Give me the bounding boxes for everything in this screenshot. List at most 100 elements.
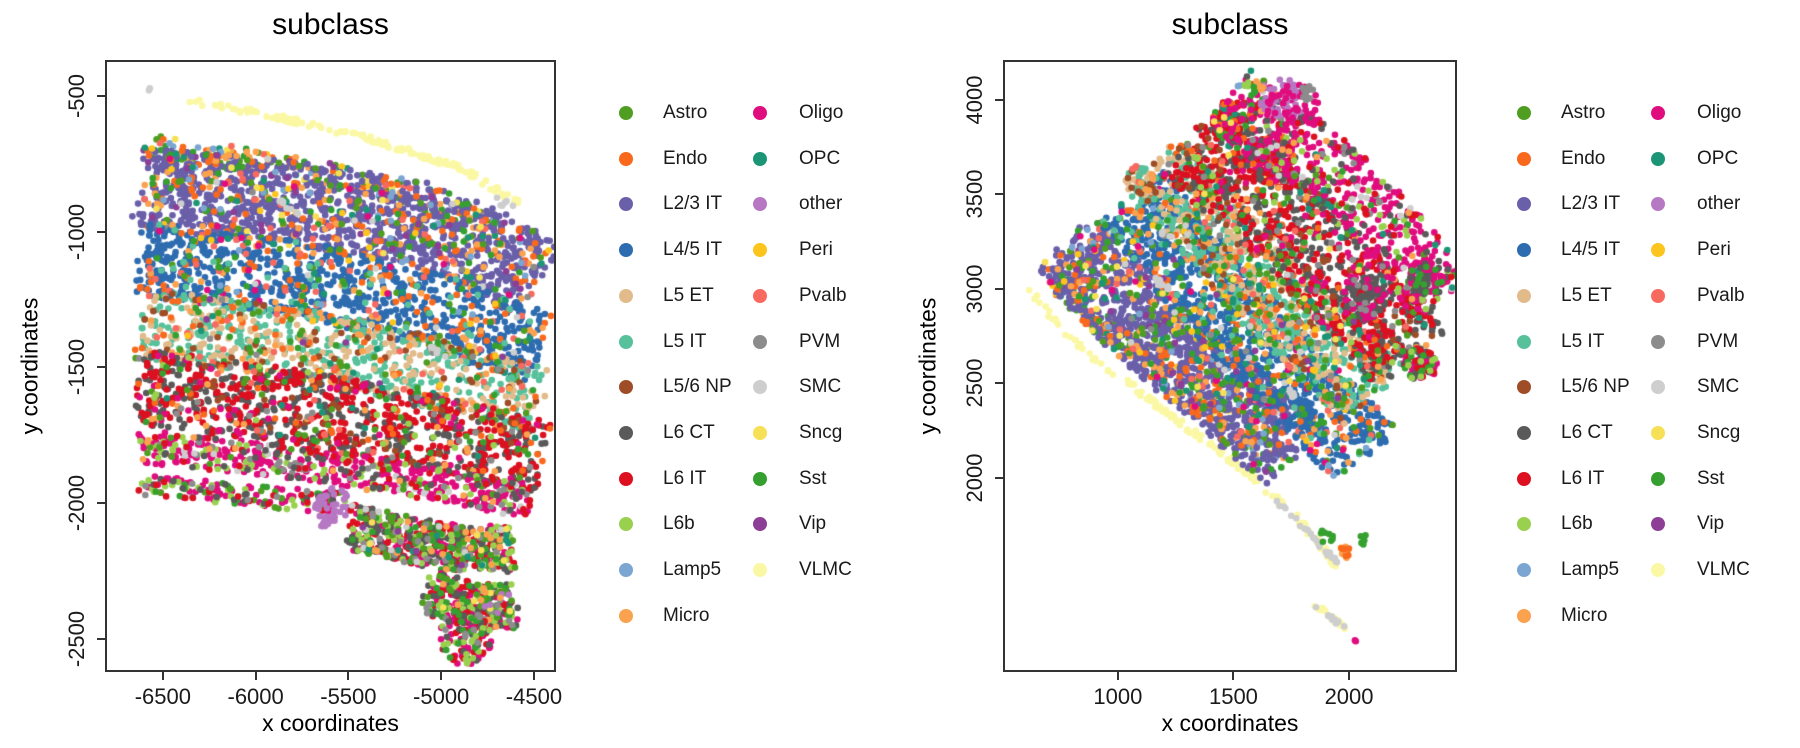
legend-dot-other <box>1651 197 1665 212</box>
x-tick-mark <box>347 672 350 680</box>
y-tick-mark <box>97 366 105 369</box>
legend-label-l4-5-it: L4/5 IT <box>1561 239 1621 261</box>
x-tick-label: 1000 <box>1093 684 1143 709</box>
legend-dot-endo <box>619 151 633 166</box>
y-tick-mark <box>995 193 1003 196</box>
legend-label-l2-3-it: L2/3 IT <box>663 193 723 215</box>
legend-dot-l5-et <box>1517 288 1531 303</box>
legend-label-peri: Peri <box>1697 239 1731 261</box>
y-tick-label: -500 <box>64 73 89 118</box>
legend-dot-l2-3-it <box>619 197 633 212</box>
scatter-canvas-right <box>1003 60 1457 672</box>
plot-area-left <box>105 60 556 672</box>
legend-dot-l6b <box>619 517 633 532</box>
legend-label-lamp5: Lamp5 <box>663 559 722 580</box>
y-tick-label: 3000 <box>962 264 987 314</box>
x-tick-label: 2000 <box>1324 684 1374 709</box>
legend-dot-opc <box>1651 151 1665 166</box>
legend-label-micro: Micro <box>663 604 710 626</box>
legend-dot-oligo <box>753 106 767 120</box>
x-tick-mark <box>161 672 164 680</box>
legend-label-l2-3-it: L2/3 IT <box>1561 193 1621 215</box>
legend-dot-smc <box>1651 380 1665 395</box>
legend-dot-lamp5 <box>619 563 633 577</box>
legend-label-micro: Micro <box>1561 604 1608 626</box>
legend-dot-pvm <box>1651 334 1665 349</box>
x-tick-mark <box>1116 672 1119 680</box>
legend-label-sncg: Sncg <box>1697 421 1741 443</box>
legend-dot-peri <box>753 243 767 258</box>
legend-dot-vlmc <box>753 563 767 577</box>
legend-dot-l5-it <box>1517 334 1531 349</box>
legend-label-l5-et: L5 ET <box>1561 284 1612 306</box>
y-tick-mark <box>995 287 1003 290</box>
legend-dot-l6-ct <box>1517 425 1531 440</box>
legend-label-l5-it: L5 IT <box>663 330 707 352</box>
plot-title-right: subclass <box>1171 8 1289 41</box>
legend-label-l4-5-it: L4/5 IT <box>663 239 723 261</box>
x-tick-label: -4500 <box>505 684 563 709</box>
legend-dot-l5-6-np <box>619 380 633 395</box>
legend-label-smc: SMC <box>799 376 842 398</box>
plot-title-left: subclass <box>272 8 389 41</box>
y-tick-mark <box>97 502 105 505</box>
legend-label-vlmc: VLMC <box>799 559 852 580</box>
legend-dot-l5-et <box>619 288 633 303</box>
legend-dot-l6b <box>1517 517 1531 532</box>
scatter-canvas-left <box>105 60 556 672</box>
legend-label-smc: SMC <box>1697 376 1740 398</box>
legend-label-vip: Vip <box>799 513 827 535</box>
legend-dot-micro <box>1517 608 1531 623</box>
legend-label-l5-6-np: L5/6 NP <box>1561 376 1630 398</box>
x-tick-mark <box>440 672 443 680</box>
y-tick-label: 2000 <box>962 453 987 503</box>
legend-label-opc: OPC <box>799 147 841 169</box>
y-tick-mark <box>97 94 105 97</box>
legend-dot-l4-5-it <box>1517 243 1531 258</box>
x-tick-label: -5500 <box>320 684 377 709</box>
legend-label-pvalb: Pvalb <box>1697 284 1745 306</box>
legend-dot-l5-6-np <box>1517 380 1531 395</box>
legend-dot-lamp5 <box>1517 563 1531 577</box>
legend-dot-endo <box>1517 151 1531 166</box>
legend-label-sst: Sst <box>799 467 827 489</box>
legend-label-sncg: Sncg <box>799 421 843 443</box>
legend-dot-other <box>753 197 767 212</box>
x-axis-title-left: x coordinates <box>262 710 399 736</box>
legend-label-oligo: Oligo <box>799 102 844 123</box>
legend-label-l6-it: L6 IT <box>663 467 707 489</box>
x-tick-label: 1500 <box>1208 684 1258 709</box>
y-tick-mark <box>995 476 1003 479</box>
y-axis-title-left: y coordinates <box>16 297 43 435</box>
legend-dot-astro <box>1517 106 1531 120</box>
legend-dot-vlmc <box>1651 563 1665 577</box>
legend-dot-peri <box>1651 243 1665 258</box>
legend-label-pvm: PVM <box>1697 330 1739 352</box>
legend-dot-micro <box>619 608 633 623</box>
legend-label-l6b: L6b <box>1561 513 1593 535</box>
x-tick-label: -6000 <box>227 684 284 709</box>
legend-dot-sncg <box>1651 425 1665 440</box>
legend-label-endo: Endo <box>663 147 708 169</box>
legend-dot-smc <box>753 380 767 395</box>
legend-dot-l6-it <box>1517 471 1531 486</box>
legend-label-pvalb: Pvalb <box>799 284 847 306</box>
legend-dot-l2-3-it <box>1517 197 1531 212</box>
legend-dot-sst <box>753 471 767 486</box>
legend-dot-pvalb <box>1651 288 1665 303</box>
plot-area-right <box>1003 60 1457 672</box>
legend-dot-l4-5-it <box>619 243 633 258</box>
legend-dot-pvm <box>753 334 767 349</box>
legend-label-pvm: PVM <box>799 330 841 352</box>
legend-dot-pvalb <box>753 288 767 303</box>
y-tick-label: 3500 <box>962 169 987 219</box>
legend-label-l5-6-np: L5/6 NP <box>663 376 732 398</box>
legend-dot-sst <box>1651 471 1665 486</box>
legend-label-endo: Endo <box>1561 147 1606 169</box>
legend-label-astro: Astro <box>1561 102 1606 123</box>
y-tick-label: -1500 <box>64 339 89 396</box>
legend-label-l6b: L6b <box>663 513 695 535</box>
legend-dot-l6-ct <box>619 425 633 440</box>
legend-label-sst: Sst <box>1697 467 1725 489</box>
